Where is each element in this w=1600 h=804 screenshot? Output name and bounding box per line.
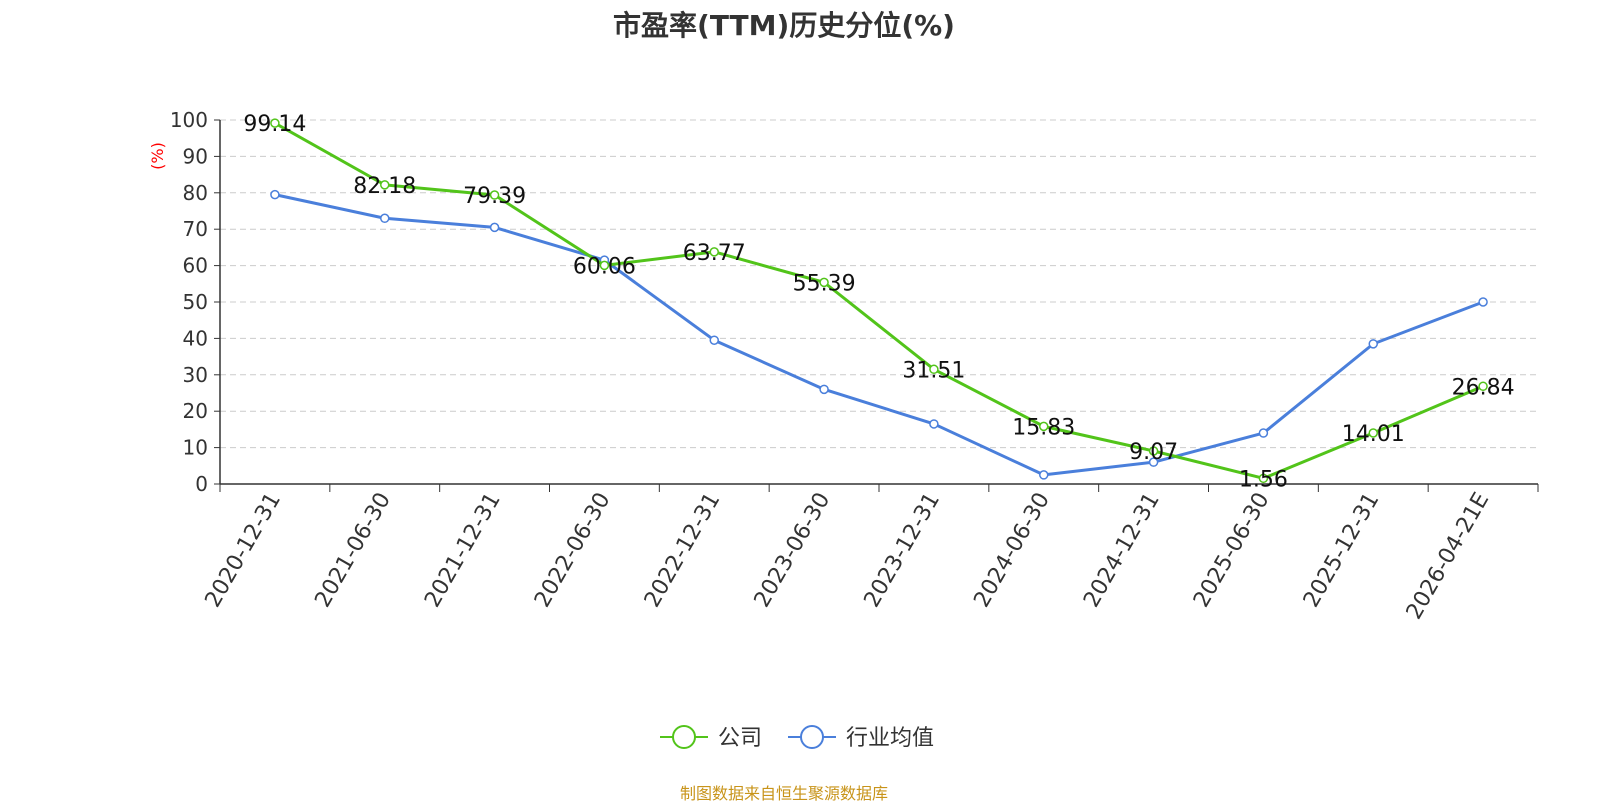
legend-item-company: 公司 <box>660 725 762 751</box>
industry-point <box>1039 470 1049 480</box>
industry-point <box>819 384 829 395</box>
x-tick-label: 2024-06-30 <box>969 489 1055 612</box>
company-point <box>709 247 719 257</box>
source-note: 制图数据来自恒生聚源数据库 <box>679 784 888 803</box>
x-tick-label: 2026-04-21E <box>1402 489 1495 624</box>
x-tick-label: 2025-06-30 <box>1189 489 1275 612</box>
series-lines <box>270 118 1488 484</box>
y-tick-label: 60 <box>183 254 208 278</box>
y-tick-label: 70 <box>183 217 208 241</box>
data-label: 63.77 <box>683 241 746 266</box>
y-tick-label: 10 <box>183 436 208 460</box>
x-tick-label: 2024-12-31 <box>1079 489 1165 612</box>
company-point <box>1039 421 1049 432</box>
y-axis-label: (%) <box>148 142 167 170</box>
company-point <box>1148 446 1159 456</box>
company-point <box>1258 473 1269 484</box>
x-tick-label: 2023-12-31 <box>860 489 946 612</box>
data-label: 1.56 <box>1239 467 1288 492</box>
legend-item-industry: 行业均值 <box>788 725 934 751</box>
x-tick-label: 2023-06-30 <box>750 489 836 612</box>
legend: 公司 行业均值 <box>660 725 934 751</box>
y-tick-label: 90 <box>183 144 208 168</box>
data-label: 60.06 <box>573 254 636 279</box>
y-tick-label: 80 <box>183 181 208 205</box>
legend-marker <box>672 725 696 749</box>
data-label: 26.84 <box>1452 375 1515 400</box>
industry-point <box>709 335 719 345</box>
y-tick-label: 100 <box>170 108 208 132</box>
y-tick-label: 0 <box>195 472 208 496</box>
industry-point <box>380 213 390 224</box>
company-point <box>1478 381 1488 392</box>
chart-title: 市盈率(TTM)历史分位(%) <box>613 9 955 42</box>
legend-label: 公司 <box>718 726 762 751</box>
data-label: 9.07 <box>1129 440 1178 465</box>
company-point <box>819 277 829 288</box>
data-label: 15.83 <box>1012 415 1075 440</box>
company-point <box>270 118 280 128</box>
company-point <box>929 364 939 375</box>
industry-point <box>1258 428 1269 438</box>
data-labels: 99.14 82.18 79.39 60.06 63.77 55.39 31.51 15.83… <box>243 112 1514 492</box>
y-tick-label: 50 <box>183 290 208 314</box>
data-label: 82.18 <box>353 174 416 199</box>
x-tick-label: 2022-12-31 <box>640 489 726 612</box>
industry-point <box>1478 297 1488 307</box>
industry-point <box>1148 457 1159 467</box>
company-point <box>599 260 610 271</box>
series-line-industry <box>274 193 1484 477</box>
x-tick-label: 2022-06-30 <box>530 489 616 612</box>
grid-lines <box>220 119 1538 449</box>
x-tick-label: 2021-06-30 <box>310 489 396 612</box>
data-label: 55.39 <box>793 271 856 296</box>
data-label: 99.14 <box>243 112 306 137</box>
y-tick-label: 30 <box>183 363 208 387</box>
x-tick-label: 2020-12-31 <box>201 489 287 612</box>
x-tick-label: 2021-12-31 <box>420 489 506 612</box>
industry-point <box>929 419 939 429</box>
company-point <box>489 190 500 200</box>
y-tick-label: 40 <box>183 326 208 350</box>
data-label: 31.51 <box>902 358 965 383</box>
company-point <box>1368 428 1378 438</box>
industry-point <box>1368 339 1378 349</box>
series-line-company <box>274 121 1484 480</box>
industry-point <box>489 222 500 233</box>
x-tick-label: 2025-12-31 <box>1299 489 1385 612</box>
company-point <box>380 180 390 190</box>
legend-marker <box>800 725 824 749</box>
data-label: 14.01 <box>1342 422 1405 447</box>
industry-point <box>270 189 280 200</box>
legend-label: 行业均值 <box>846 726 934 751</box>
y-tick-label: 20 <box>183 399 208 423</box>
data-label: 79.39 <box>463 184 526 209</box>
